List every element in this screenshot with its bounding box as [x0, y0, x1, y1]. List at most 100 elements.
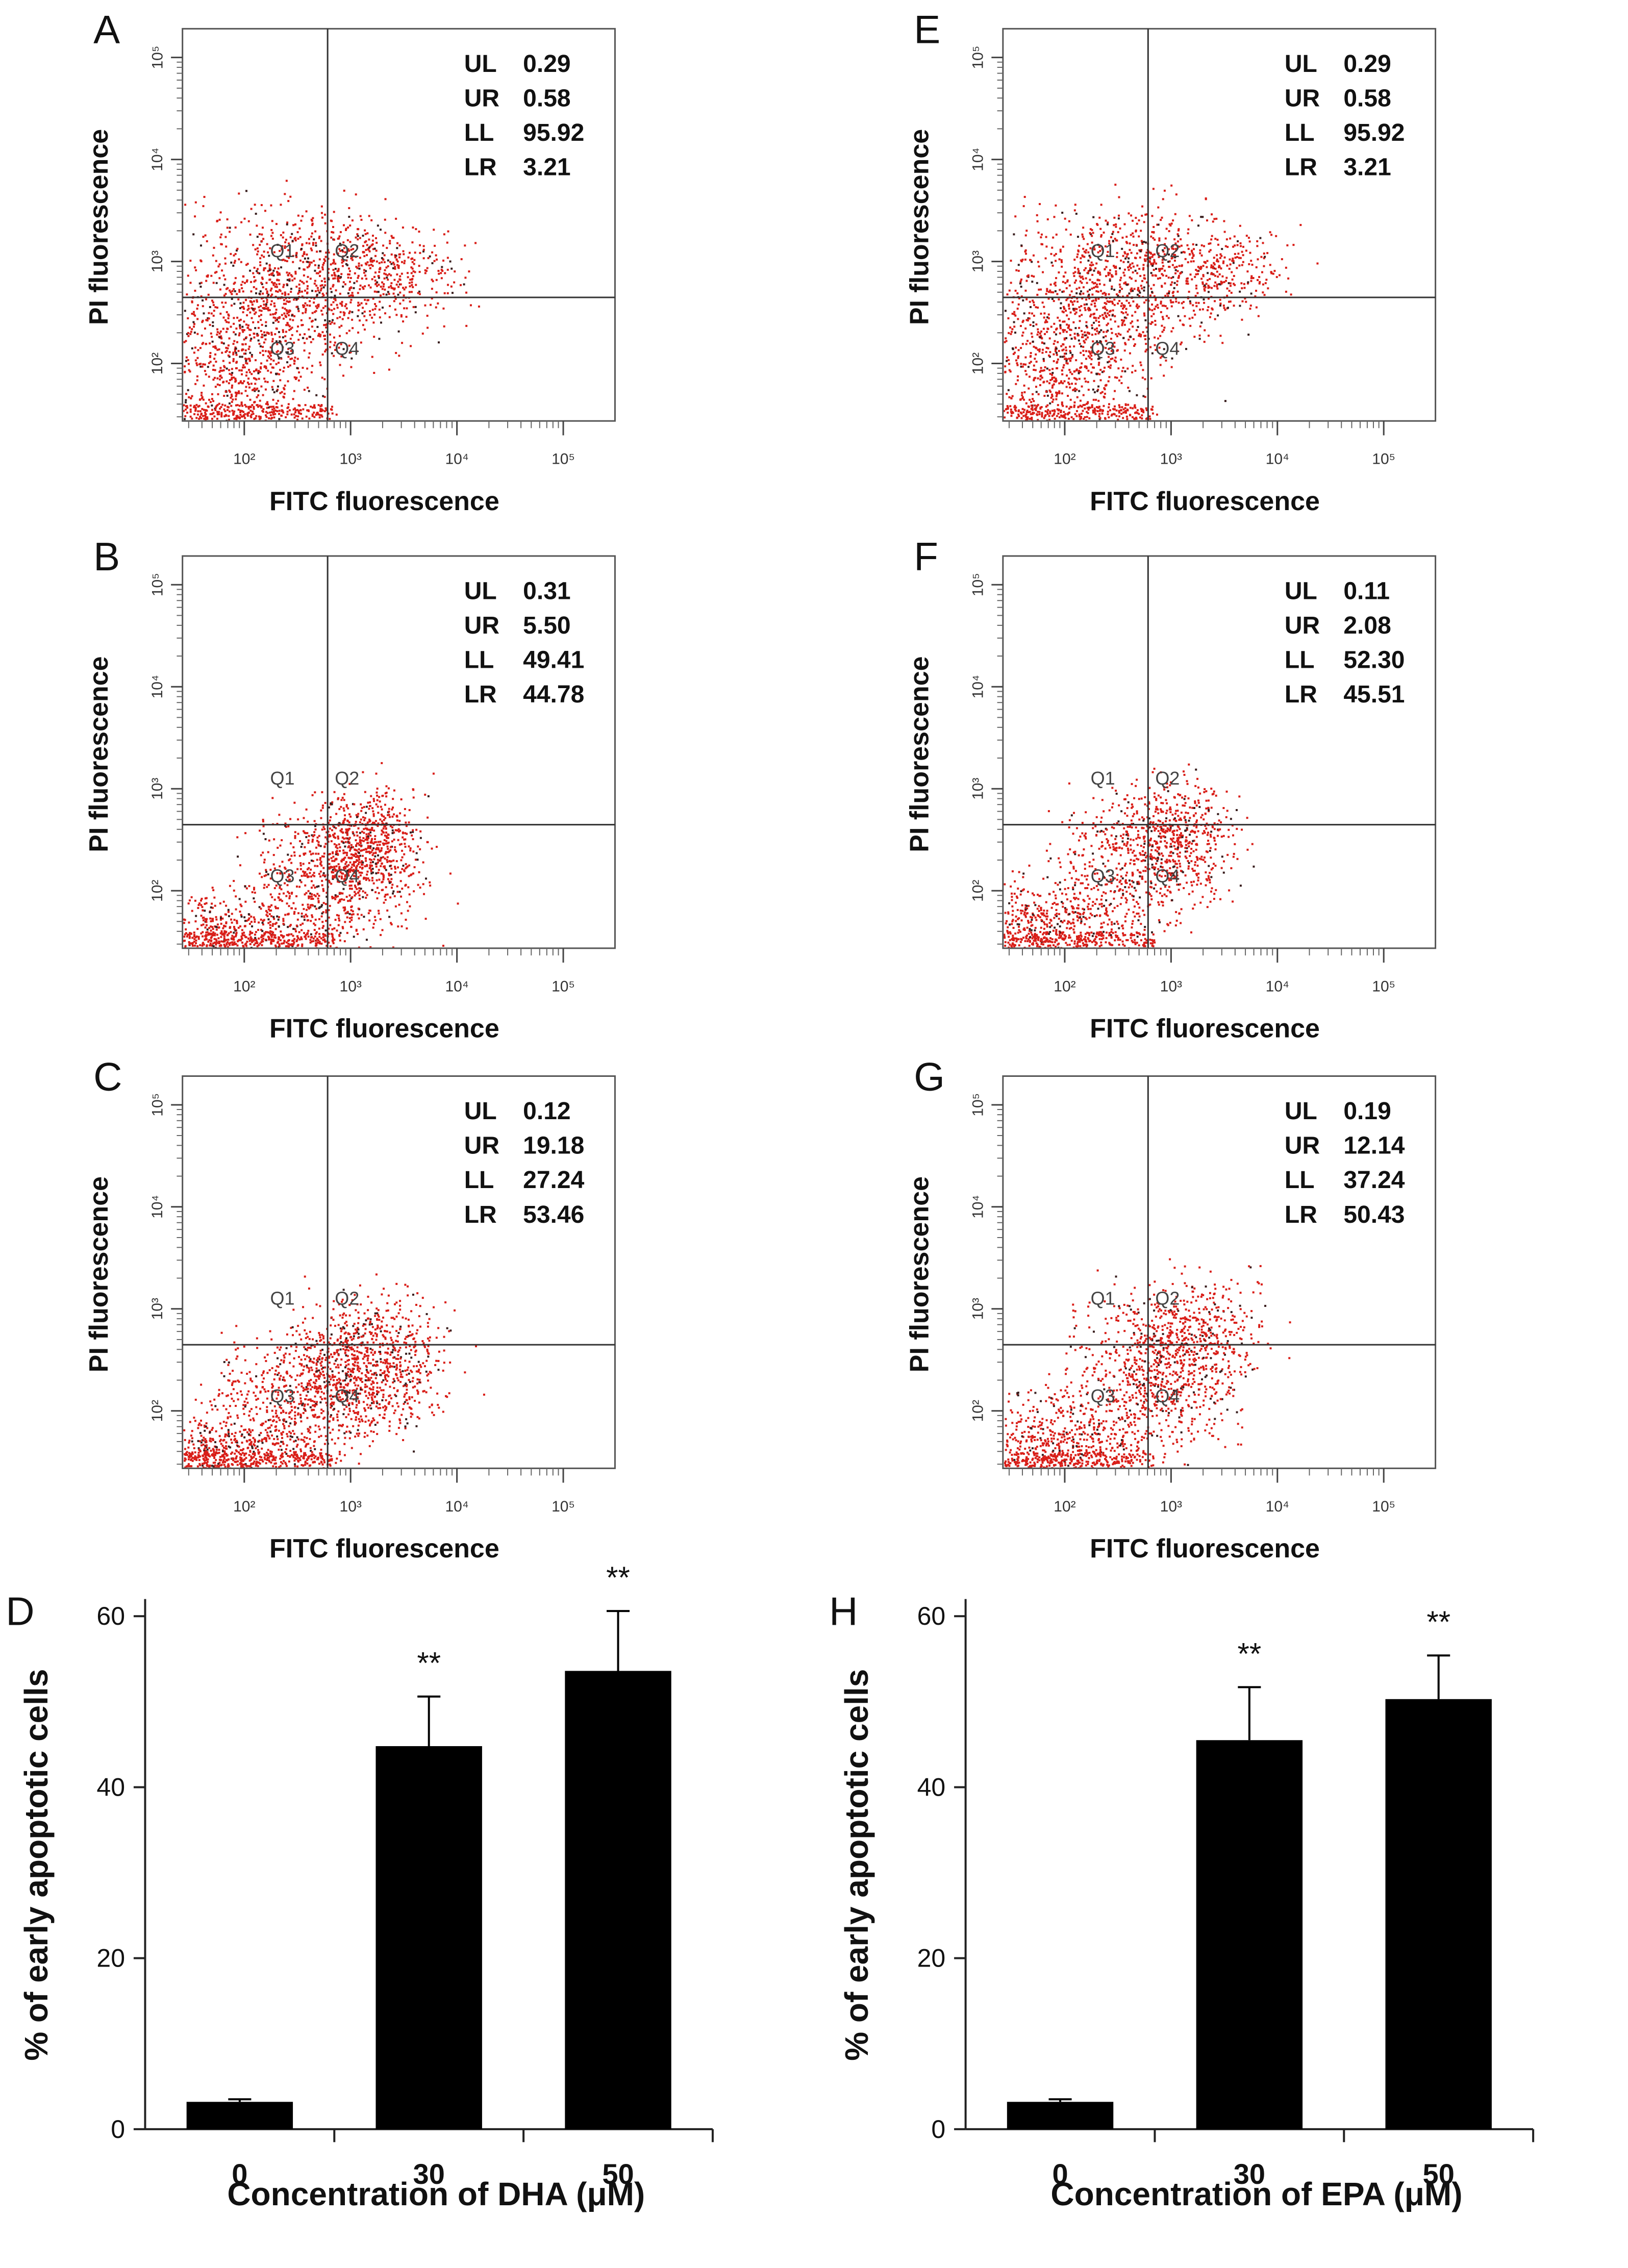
- scatter-point: [337, 835, 339, 838]
- scatter-point: [283, 303, 285, 305]
- scatter-point: [212, 301, 214, 304]
- scatter-point: [270, 909, 272, 912]
- scatter-point: [343, 878, 345, 880]
- scatter-point: [224, 236, 227, 238]
- scatter-point: [340, 1358, 343, 1361]
- scatter-point: [468, 270, 470, 273]
- scatter-point: [392, 1356, 395, 1359]
- scatter-point: [340, 898, 343, 900]
- scatter-point: [295, 251, 298, 254]
- scatter-point: [274, 934, 277, 937]
- scatter-point: [264, 267, 266, 269]
- scatter-point: [330, 816, 332, 818]
- scatter-point: [319, 405, 322, 408]
- scatter-point: [356, 245, 358, 247]
- scatter-point: [262, 819, 264, 821]
- scatter-point: [374, 919, 377, 922]
- scatter-point: [358, 859, 361, 861]
- scatter-point: [302, 255, 304, 257]
- scatter-point: [308, 390, 310, 392]
- scatter-point: [311, 415, 314, 417]
- scatter-point: [389, 1365, 392, 1368]
- scatter-point: [224, 404, 227, 407]
- scatter-point: [271, 340, 274, 343]
- scatter-point: [200, 417, 203, 419]
- scatter-point: [388, 286, 390, 289]
- scatter-point: [424, 793, 427, 796]
- scatter-point: [345, 1348, 348, 1351]
- scatter-point: [282, 329, 284, 332]
- scatter-point: [357, 1367, 359, 1370]
- scatter-point: [310, 406, 312, 408]
- scatter-point: [301, 281, 304, 283]
- scatter-point: [388, 916, 391, 918]
- scatter-point: [229, 372, 231, 375]
- scatter-point: [345, 303, 347, 306]
- scatter-point: [308, 328, 310, 331]
- scatter-point: [396, 891, 399, 893]
- scatter-point: [248, 917, 251, 920]
- scatter-point: [384, 852, 387, 855]
- scatter-point: [308, 835, 310, 837]
- scatter-point: [317, 267, 320, 269]
- scatter-point: [343, 810, 345, 812]
- scatter-point: [309, 1330, 311, 1333]
- scatter-point: [214, 369, 216, 371]
- scatter-point: [215, 347, 217, 349]
- scatter-point: [323, 410, 326, 413]
- scatter-point: [223, 933, 226, 935]
- scatter-point: [371, 1402, 373, 1404]
- scatter-point: [333, 876, 336, 878]
- scatter-point: [407, 276, 409, 279]
- scatter-point: [323, 1341, 325, 1344]
- scatter-point: [234, 346, 237, 349]
- scatter-point: [277, 399, 280, 402]
- scatter-point: [251, 307, 253, 310]
- scatter-point: [386, 842, 389, 845]
- scatter-point: [287, 249, 290, 251]
- scatter-point: [372, 871, 374, 874]
- scatter-point: [402, 287, 405, 289]
- scatter-point: [273, 302, 275, 305]
- scatter-point: [323, 1386, 326, 1389]
- scatter-point: [405, 918, 407, 921]
- scatter-point: [321, 926, 324, 929]
- scatter-point: [360, 845, 362, 847]
- scatter-point: [324, 1359, 327, 1362]
- scatter-point: [299, 1416, 302, 1419]
- scatter-point: [344, 875, 346, 878]
- scatter-point: [316, 865, 319, 867]
- scatter-point: [233, 322, 235, 325]
- scatter-point: [215, 406, 217, 409]
- scatter-point: [236, 392, 238, 394]
- scatter-point: [231, 290, 234, 292]
- scatter-point: [224, 278, 227, 281]
- scatter-point: [246, 279, 248, 282]
- scatter-point: [287, 351, 289, 354]
- scatter-point: [374, 855, 377, 858]
- scatter-point: [405, 1342, 408, 1344]
- scatter-point: [338, 1372, 340, 1374]
- scatter-point: [256, 224, 258, 227]
- scatter-point: [334, 898, 337, 900]
- scatter-point: [377, 1391, 380, 1393]
- scatter-point: [294, 223, 296, 225]
- scatter-point: [263, 887, 265, 889]
- scatter-point: [321, 921, 324, 923]
- scatter-point: [397, 1357, 399, 1360]
- scatter-point: [382, 293, 385, 295]
- scatter-point: [271, 220, 273, 222]
- scatter-point: [248, 345, 251, 348]
- scatter-point: [440, 272, 442, 274]
- scatter-point: [358, 882, 361, 885]
- scatter-point: [233, 283, 235, 285]
- scatter-point: [339, 335, 341, 337]
- scatter-point: [277, 907, 279, 910]
- scatter-point: [316, 1392, 319, 1394]
- scatter-point: [397, 265, 400, 267]
- scatter-point: [365, 1365, 367, 1367]
- scatter-point: [293, 801, 296, 804]
- scatter-point: [271, 388, 274, 391]
- scatter-point: [293, 851, 296, 853]
- scatter-point: [291, 279, 294, 282]
